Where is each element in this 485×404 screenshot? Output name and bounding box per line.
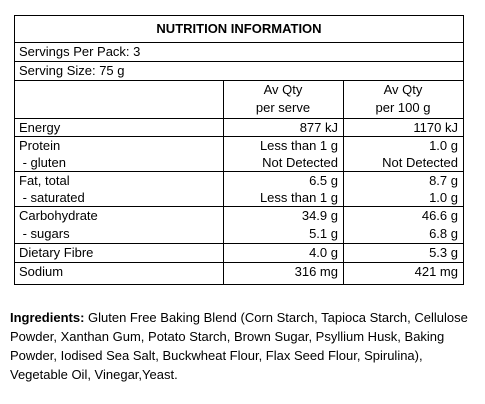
per-100g-value: 1.0 g xyxy=(429,138,458,153)
nutrient-label-sugars: - sugars xyxy=(19,226,70,241)
per-serve-value: 5.1 g xyxy=(309,226,338,241)
per-100g-value: 1.0 g xyxy=(429,190,458,205)
nutrient-label-protein: Protein xyxy=(19,138,61,153)
servings-per-pack: Servings Per Pack: 3 xyxy=(19,44,141,59)
per-serve-value: 4.0 g xyxy=(309,245,338,260)
serving-size: Serving Size: 75 g xyxy=(19,63,125,78)
per-100g-value: 6.8 g xyxy=(429,226,458,241)
per-serve-value: 877 kJ xyxy=(299,120,338,135)
panel-title: NUTRITION INFORMATION xyxy=(156,21,322,36)
column-divider xyxy=(223,80,224,284)
ingredients-list: Gluten Free Baking Blend (Corn Starch, T… xyxy=(10,310,468,382)
divider xyxy=(15,262,463,263)
per-serve-value: Less than 1 g xyxy=(259,138,338,153)
divider xyxy=(15,118,463,119)
nutrient-label-saturated: - saturated xyxy=(19,190,85,205)
per-serve-header-line1: Av Qty xyxy=(263,82,303,97)
ingredients-text: Ingredients: Gluten Free Baking Blend (C… xyxy=(10,308,480,384)
per-100g-value: 1170 kJ xyxy=(413,120,458,135)
per-serve-value: 6.5 g xyxy=(309,173,338,188)
ingredients-heading: Ingredients: xyxy=(10,310,85,325)
nutrient-label-fibre: Dietary Fibre xyxy=(19,245,94,260)
divider xyxy=(15,206,463,207)
per-serve-value: 34.9 g xyxy=(301,208,338,223)
nutrition-panel: NUTRITION INFORMATION Servings Per Pack:… xyxy=(14,15,464,285)
per-serve-value: 316 mg xyxy=(294,264,338,279)
divider xyxy=(15,136,463,137)
nutrient-label-fat: Fat, total xyxy=(19,173,70,188)
per-100g-value: Not Detected xyxy=(382,155,458,170)
divider xyxy=(15,171,463,172)
per-100g-value: 5.3 g xyxy=(429,245,458,260)
nutrient-label-energy: Energy xyxy=(19,120,61,135)
per-100g-value: 46.6 g xyxy=(421,208,458,223)
per-serve-value: Not Detected xyxy=(262,155,338,170)
per-100g-value: 8.7 g xyxy=(429,173,458,188)
column-divider xyxy=(343,80,344,284)
per-serve-value: Less than 1 g xyxy=(259,190,338,205)
per-100g-value: 421 mg xyxy=(414,264,458,279)
per-100g-header-line2: per 100 g xyxy=(375,100,431,115)
per-100g-header-line1: Av Qty xyxy=(383,82,423,97)
nutrient-label-sodium: Sodium xyxy=(19,264,64,279)
divider xyxy=(15,80,463,81)
divider xyxy=(15,61,463,62)
nutrient-label-carbohydrate: Carbohydrate xyxy=(19,208,98,223)
nutrient-label-gluten: - gluten xyxy=(19,155,66,170)
divider xyxy=(15,243,463,244)
per-serve-header-line2: per serve xyxy=(255,100,311,115)
divider xyxy=(15,42,463,43)
